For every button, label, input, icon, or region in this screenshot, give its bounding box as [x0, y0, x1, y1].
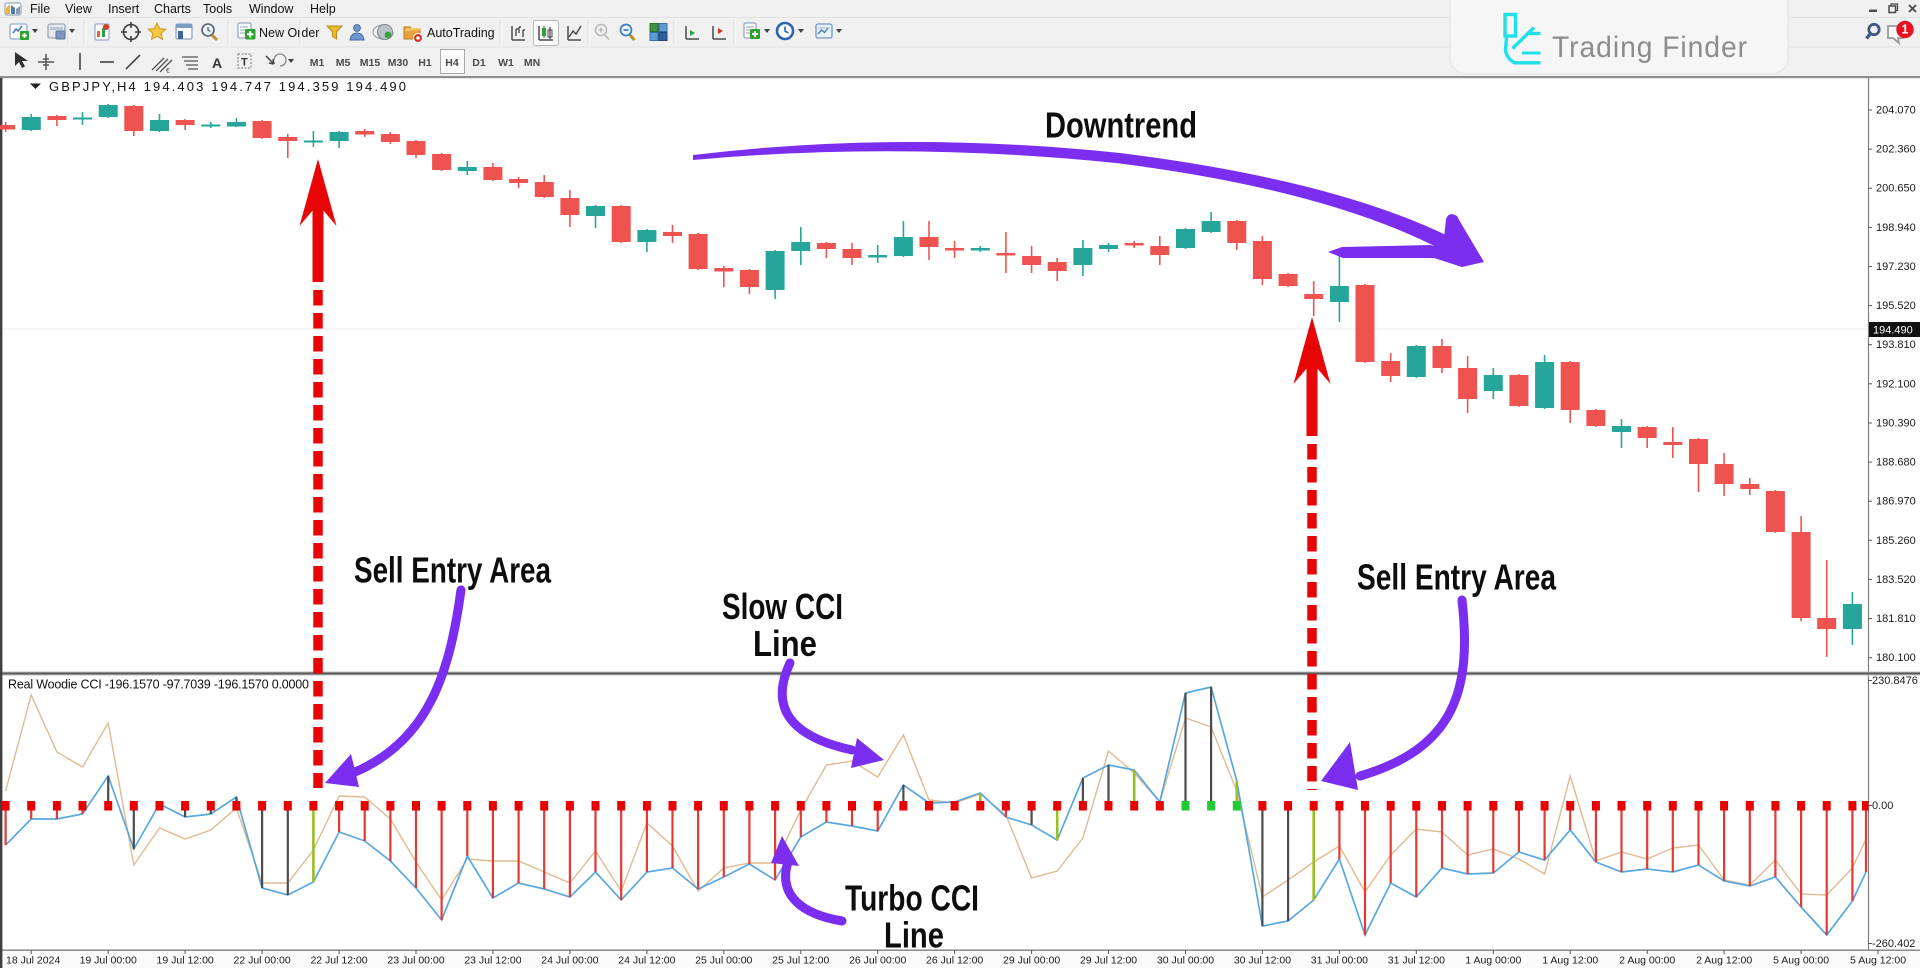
- svg-text:31 Jul 12:00: 31 Jul 12:00: [1388, 955, 1445, 967]
- svg-text:Window: Window: [249, 2, 294, 16]
- svg-text:185.260: 185.260: [1876, 535, 1916, 547]
- svg-text:24 Jul 00:00: 24 Jul 00:00: [541, 955, 598, 967]
- svg-text:22 Jul 00:00: 22 Jul 00:00: [233, 955, 290, 967]
- svg-text:5 Aug 00:00: 5 Aug 00:00: [1773, 955, 1829, 967]
- svg-text:Real Woodie CCI -196.1570 -97.: Real Woodie CCI -196.1570 -97.7039 -196.…: [8, 678, 309, 692]
- svg-text:180.100: 180.100: [1876, 652, 1916, 664]
- svg-text:1 Aug 12:00: 1 Aug 12:00: [1542, 955, 1598, 967]
- svg-text:190.390: 190.390: [1876, 417, 1916, 429]
- svg-text:1: 1: [1902, 23, 1909, 37]
- svg-text:204.070: 204.070: [1876, 105, 1916, 117]
- svg-text:24 Jul 12:00: 24 Jul 12:00: [618, 955, 675, 967]
- svg-text:H4: H4: [445, 57, 459, 69]
- svg-text:23 Jul 00:00: 23 Jul 00:00: [387, 955, 444, 967]
- svg-text:1 Aug 00:00: 1 Aug 00:00: [1465, 955, 1521, 967]
- svg-text:230.8476: 230.8476: [1872, 675, 1918, 687]
- svg-text:195.520: 195.520: [1876, 300, 1916, 312]
- svg-text:Slow CCI: Slow CCI: [722, 586, 843, 627]
- svg-text:Sell Entry Area: Sell Entry Area: [1357, 557, 1557, 598]
- svg-text:25 Jul 12:00: 25 Jul 12:00: [772, 955, 829, 967]
- svg-text:Trading Finder: Trading Finder: [1552, 31, 1748, 64]
- svg-text:Downtrend: Downtrend: [1045, 105, 1197, 146]
- svg-text:19 Jul 12:00: 19 Jul 12:00: [157, 955, 214, 967]
- svg-text:€: €: [166, 68, 170, 75]
- svg-text:M5: M5: [336, 57, 351, 69]
- svg-text:MN: MN: [524, 57, 540, 69]
- svg-text:GBPJPY,H4 194.403 194.747 194: GBPJPY,H4 194.403 194.747 194.359 194.49…: [49, 79, 406, 94]
- svg-text:23 Jul 12:00: 23 Jul 12:00: [464, 955, 521, 967]
- svg-text:A: A: [212, 55, 222, 71]
- svg-text:18 Jul 2024: 18 Jul 2024: [6, 955, 60, 967]
- svg-text:Turbo CCI: Turbo CCI: [845, 878, 979, 919]
- svg-text:193.810: 193.810: [1876, 339, 1916, 351]
- svg-text:19 Jul 00:00: 19 Jul 00:00: [80, 955, 137, 967]
- svg-text:198.940: 198.940: [1876, 222, 1916, 234]
- svg-text:H1: H1: [418, 57, 432, 69]
- svg-text:Charts: Charts: [154, 2, 191, 16]
- svg-text:197.230: 197.230: [1876, 261, 1916, 273]
- svg-text:31 Jul 00:00: 31 Jul 00:00: [1311, 955, 1368, 967]
- svg-text:W1: W1: [498, 57, 514, 69]
- svg-text:M15: M15: [360, 57, 381, 69]
- svg-text:Sell Entry Area: Sell Entry Area: [354, 550, 552, 591]
- svg-text:30 Jul 00:00: 30 Jul 00:00: [1157, 955, 1214, 967]
- svg-text:New Order: New Order: [259, 26, 319, 40]
- svg-text:22 Jul 12:00: 22 Jul 12:00: [310, 955, 367, 967]
- svg-text:181.810: 181.810: [1876, 613, 1916, 625]
- svg-text:AutoTrading: AutoTrading: [427, 26, 495, 40]
- svg-text:5 Aug 12:00: 5 Aug 12:00: [1850, 955, 1906, 967]
- svg-text:25 Jul 00:00: 25 Jul 00:00: [695, 955, 752, 967]
- svg-text:M1: M1: [310, 57, 325, 69]
- svg-text:-260.402: -260.402: [1872, 938, 1915, 950]
- svg-text:0.00: 0.00: [1872, 800, 1893, 812]
- svg-text:2 Aug 12:00: 2 Aug 12:00: [1696, 955, 1752, 967]
- svg-text:26 Jul 00:00: 26 Jul 00:00: [849, 955, 906, 967]
- svg-text:192.100: 192.100: [1876, 378, 1916, 390]
- svg-text:30 Jul 12:00: 30 Jul 12:00: [1234, 955, 1291, 967]
- svg-text:M30: M30: [388, 57, 409, 69]
- svg-text:186.970: 186.970: [1876, 496, 1916, 508]
- svg-text:200.650: 200.650: [1876, 183, 1916, 195]
- svg-text:183.520: 183.520: [1876, 574, 1916, 586]
- svg-text:194.490: 194.490: [1873, 325, 1913, 337]
- svg-text:T: T: [241, 57, 248, 69]
- svg-text:D1: D1: [472, 57, 486, 69]
- svg-text:29 Jul 12:00: 29 Jul 12:00: [1080, 955, 1137, 967]
- svg-text:26 Jul 12:00: 26 Jul 12:00: [926, 955, 983, 967]
- svg-text:Insert: Insert: [108, 2, 140, 16]
- svg-text:File: File: [30, 2, 50, 16]
- svg-text:Line: Line: [884, 915, 944, 956]
- svg-text:Line: Line: [753, 623, 817, 664]
- svg-text:View: View: [65, 2, 93, 16]
- svg-text:29 Jul 00:00: 29 Jul 00:00: [1003, 955, 1060, 967]
- svg-text:2 Aug 00:00: 2 Aug 00:00: [1619, 955, 1675, 967]
- svg-text:202.360: 202.360: [1876, 144, 1916, 156]
- svg-text:188.680: 188.680: [1876, 457, 1916, 469]
- svg-text:Tools: Tools: [203, 2, 232, 16]
- svg-text:Help: Help: [310, 2, 336, 16]
